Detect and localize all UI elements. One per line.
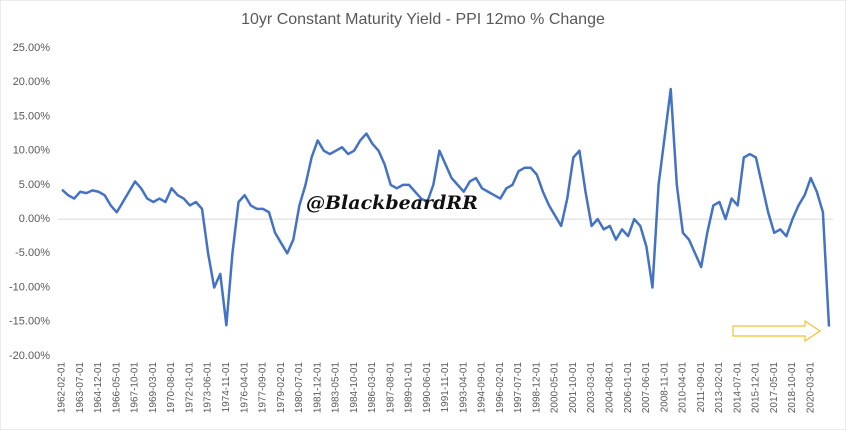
x-tick-label: 1998-12-01 (531, 362, 542, 414)
x-tick-label: 1977-09-01 (258, 362, 269, 414)
x-tick-label: 1983-05-01 (331, 362, 342, 414)
x-tick-label: 1994-09-01 (477, 362, 488, 414)
x-tick-label: 1976-04-01 (239, 362, 250, 414)
x-tick-label: 1974-11-01 (221, 362, 232, 413)
plot-area: -20.00% -15.00% -10.00% -5.00% 0.00% 5.00% 10.… (9, 42, 833, 413)
x-tick-label: 1997-07-01 (513, 362, 524, 414)
y-tick-label: 15.00% (13, 110, 51, 122)
data-line (61, 87, 831, 327)
x-tick-label: 1963-07-01 (75, 362, 86, 414)
x-tick-label: 1987-08-01 (385, 362, 396, 414)
x-tick-label: 1964-12-01 (93, 362, 104, 414)
x-tick-label: 2017-05-01 (769, 362, 780, 414)
x-tick-label: 2007-06-01 (641, 362, 652, 414)
x-tick-label: 2000-05-01 (550, 362, 561, 414)
x-tick-label: 2001-10-01 (568, 362, 579, 414)
x-tick-label: 1962-02-01 (57, 362, 68, 414)
y-tick-label: -10.00% (9, 281, 50, 293)
x-tick-label: 1993-04-01 (458, 362, 469, 414)
x-tick-label: 1989-01-01 (404, 362, 415, 414)
x-tick-label: 2011-09-01 (696, 362, 707, 413)
x-tick-label: 1986-03-01 (367, 362, 378, 414)
x-tick-label: 2004-08-01 (604, 362, 615, 414)
arrow (732, 319, 822, 343)
x-tick-label: 1969-03-01 (148, 362, 159, 414)
y-tick-label: -15.00% (9, 316, 50, 328)
x-tick-label: 1967-10-01 (130, 362, 141, 414)
x-tick-label: 1966-05-01 (111, 362, 122, 414)
y-tick-label: -20.00% (9, 350, 50, 362)
x-tick-label: 1970-08-01 (166, 362, 177, 414)
x-tick-label: 2020-03-01 (805, 362, 816, 414)
y-tick-label: 5.00% (19, 179, 50, 191)
y-tick-label: -5.00% (15, 247, 50, 259)
y-tick-label: 25.00% (13, 42, 51, 54)
x-tick-label: 1996-02-01 (495, 362, 506, 414)
chart-title: 10yr Constant Maturity Yield - PPI 12mo … (241, 11, 605, 28)
y-tick-label: 0.00% (19, 213, 50, 225)
x-tick-label: 2015-12-01 (751, 362, 762, 414)
x-tick-label: 1980-07-01 (294, 362, 305, 414)
y-tick-label: 20.00% (13, 76, 51, 88)
x-tick-label: 2008-11-01 (659, 362, 670, 413)
x-tick-label: 2013-02-01 (714, 362, 725, 414)
x-tick-label: 1984-10-01 (349, 362, 360, 414)
x-tick-label: 1973-06-01 (203, 362, 214, 414)
y-tick-label: 10.00% (13, 145, 51, 157)
x-tick-label: 2003-03-01 (586, 362, 597, 414)
x-tick-label: 1979-02-01 (276, 362, 287, 414)
x-tick-label: 2014-07-01 (732, 362, 743, 414)
watermark: @BlackbeardRR (306, 192, 478, 214)
x-tick-label: 2010-04-01 (678, 362, 689, 414)
x-tick-label: 2018-10-01 (787, 362, 798, 414)
x-tick-label: 2006-01-01 (623, 362, 634, 414)
x-tick-label: 1981-12-01 (312, 362, 323, 414)
x-tick-label: 1991-11-01 (440, 362, 451, 413)
x-tick-label: 1972-01-01 (184, 362, 195, 414)
x-tick-label: 1990-06-01 (422, 362, 433, 414)
